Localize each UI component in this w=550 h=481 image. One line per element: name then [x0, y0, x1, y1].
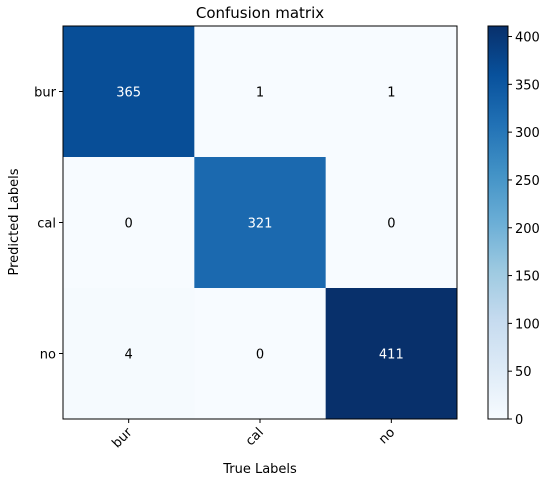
- heatmap-cell: [194, 26, 327, 158]
- colorbar-tick-label: 100: [515, 317, 540, 332]
- heatmap-cell: [325, 288, 458, 420]
- x-tick-label: bur: [109, 425, 136, 452]
- colorbar-ticks: 0 50 100 150 200 250 300 350 400: [508, 31, 540, 428]
- heatmap-cells: [63, 26, 458, 420]
- cell-value-label: 365: [116, 86, 141, 101]
- heatmap-cell: [325, 157, 458, 289]
- y-tick-label: bur: [34, 86, 56, 101]
- x-axis-ticks: bur cal no: [109, 419, 398, 451]
- colorbar-tick-label: 150: [515, 270, 540, 285]
- heatmap-cell: [325, 26, 458, 158]
- colorbar-tick-label: 200: [515, 222, 540, 237]
- colorbar-tick-label: 300: [515, 126, 540, 141]
- chart-title: Confusion matrix: [196, 4, 324, 22]
- y-axis-label: Predicted Labels: [7, 168, 22, 275]
- heatmap-cell: [63, 157, 195, 289]
- cell-value-labels: 365 1 1 0 321 0 4 0 411: [116, 86, 403, 363]
- x-tick-label: no: [376, 425, 398, 447]
- heatmap-cell: [194, 288, 327, 420]
- y-axis-ticks: bur cal no: [34, 86, 63, 363]
- x-tick-label: cal: [243, 425, 267, 449]
- heatmap-cell: [63, 26, 195, 158]
- cell-value-label: 0: [125, 217, 133, 232]
- colorbar-tick-label: 250: [515, 174, 540, 189]
- cell-value-label: 411: [379, 348, 404, 363]
- cell-value-label: 1: [256, 86, 264, 101]
- cell-value-label: 321: [248, 217, 273, 232]
- cell-value-label: 0: [256, 348, 264, 363]
- cell-value-label: 0: [387, 217, 395, 232]
- cell-value-label: 1: [387, 86, 395, 101]
- colorbar: [487, 25, 509, 420]
- y-tick-label: cal: [37, 217, 56, 232]
- cell-value-label: 4: [125, 348, 133, 363]
- x-axis-label: True Labels: [222, 462, 297, 477]
- colorbar-tick-label: 50: [515, 365, 532, 380]
- colorbar-tick-label: 350: [515, 78, 540, 93]
- heatmap-cell: [194, 157, 327, 289]
- y-tick-label: no: [40, 348, 56, 363]
- colorbar-tick-label: 400: [515, 31, 540, 46]
- colorbar-tick-label: 0: [515, 413, 523, 428]
- heatmap-cell: [63, 288, 195, 420]
